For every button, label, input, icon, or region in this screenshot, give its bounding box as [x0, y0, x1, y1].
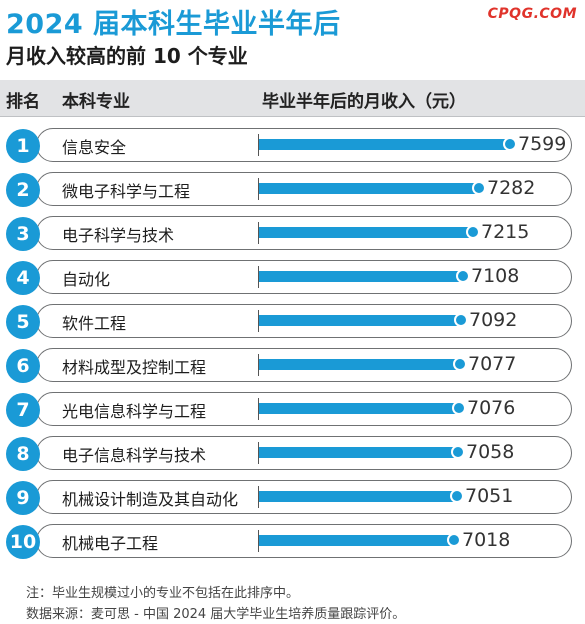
income-bar	[259, 359, 460, 370]
income-bar	[259, 535, 454, 546]
axis-divider	[258, 310, 259, 332]
rank-badge: 2	[6, 173, 40, 207]
axis-divider	[258, 134, 259, 156]
major-header: 本科专业	[62, 92, 130, 112]
income-bar	[259, 491, 457, 502]
major-label: 电子信息科学与技术	[62, 446, 207, 465]
income-value-label: 7058	[466, 441, 515, 463]
income-value-label: 7051	[465, 485, 514, 507]
data-source: 数据来源：麦可思 - 中国 2024 届大学毕业生培养质量跟踪评价。	[26, 607, 406, 622]
bar-end-dot	[453, 357, 467, 371]
rank-badge: 4	[6, 261, 40, 295]
rank-header: 排名	[6, 92, 40, 112]
bar-end-dot	[503, 137, 517, 151]
table-row: 4 自动化 7108	[0, 259, 585, 297]
rank-badge: 3	[6, 217, 40, 251]
row-pill	[36, 524, 572, 558]
income-bar	[259, 139, 510, 150]
row-pill	[36, 348, 572, 382]
rank-badge: 1	[6, 129, 40, 163]
table-row: 8 电子信息科学与技术 7058	[0, 435, 585, 473]
bar-end-dot	[456, 269, 470, 283]
chart-subtitle: 月收入较高的前 10 个专业	[6, 44, 248, 68]
table-row: 9 机械设计制造及其自动化 7051	[0, 479, 585, 517]
income-value-label: 7215	[481, 221, 530, 243]
income-bar	[259, 447, 458, 458]
bar-end-dot	[450, 489, 464, 503]
major-label: 软件工程	[62, 314, 127, 333]
table-row: 5 软件工程 7092	[0, 303, 585, 341]
table-row: 6 材料成型及控制工程 7077	[0, 347, 585, 385]
income-value-label: 7076	[467, 397, 516, 419]
bar-end-dot	[466, 225, 480, 239]
income-bar	[259, 315, 461, 326]
table-row: 1 信息安全 7599	[0, 127, 585, 165]
income-bar	[259, 227, 473, 238]
axis-divider	[258, 398, 259, 420]
footnote: 注：毕业生规模过小的专业不包括在此排序中。	[26, 586, 300, 601]
income-value-label: 7282	[487, 177, 536, 199]
axis-divider	[258, 266, 259, 288]
major-label: 信息安全	[62, 138, 127, 157]
table-header: 排名 本科专业 毕业半年后的月收入（元）	[0, 80, 585, 117]
income-value-label: 7092	[469, 309, 518, 331]
income-bar	[259, 183, 479, 194]
rank-badge: 8	[6, 437, 40, 471]
rank-badge: 7	[6, 393, 40, 427]
table-row: 2 微电子科学与工程 7282	[0, 171, 585, 209]
income-bar	[259, 271, 463, 282]
axis-divider	[258, 354, 259, 376]
bar-end-dot	[472, 181, 486, 195]
axis-divider	[258, 222, 259, 244]
major-label: 微电子科学与工程	[62, 182, 191, 201]
bar-end-dot	[447, 533, 461, 547]
axis-divider	[258, 178, 259, 200]
bar-end-dot	[454, 313, 468, 327]
rank-badge: 5	[6, 305, 40, 339]
major-label: 电子科学与技术	[62, 226, 175, 245]
income-bar	[259, 403, 459, 414]
site-logo: CPQG.COM	[487, 6, 577, 22]
table-row: 7 光电信息科学与工程 7076	[0, 391, 585, 429]
bar-end-dot	[452, 401, 466, 415]
major-label: 光电信息科学与工程	[62, 402, 207, 421]
chart-title: 2024 届本科生毕业半年后	[6, 9, 341, 40]
income-value-label: 7077	[468, 353, 517, 375]
rank-badge: 10	[6, 525, 40, 559]
income-value-label: 7018	[462, 529, 511, 551]
table-row: 10 机械电子工程 7018	[0, 523, 585, 561]
rank-badge: 6	[6, 349, 40, 383]
major-label: 自动化	[62, 270, 111, 289]
income-value-label: 7599	[518, 133, 567, 155]
axis-divider	[258, 530, 259, 552]
axis-divider	[258, 442, 259, 464]
axis-divider	[258, 486, 259, 508]
major-label: 机械电子工程	[62, 534, 159, 553]
rank-badge: 9	[6, 481, 40, 515]
income-header: 毕业半年后的月收入（元）	[262, 92, 466, 112]
major-label: 材料成型及控制工程	[62, 358, 207, 377]
bar-end-dot	[451, 445, 465, 459]
table-row: 3 电子科学与技术 7215	[0, 215, 585, 253]
major-label: 机械设计制造及其自动化	[62, 490, 239, 509]
income-value-label: 7108	[471, 265, 520, 287]
